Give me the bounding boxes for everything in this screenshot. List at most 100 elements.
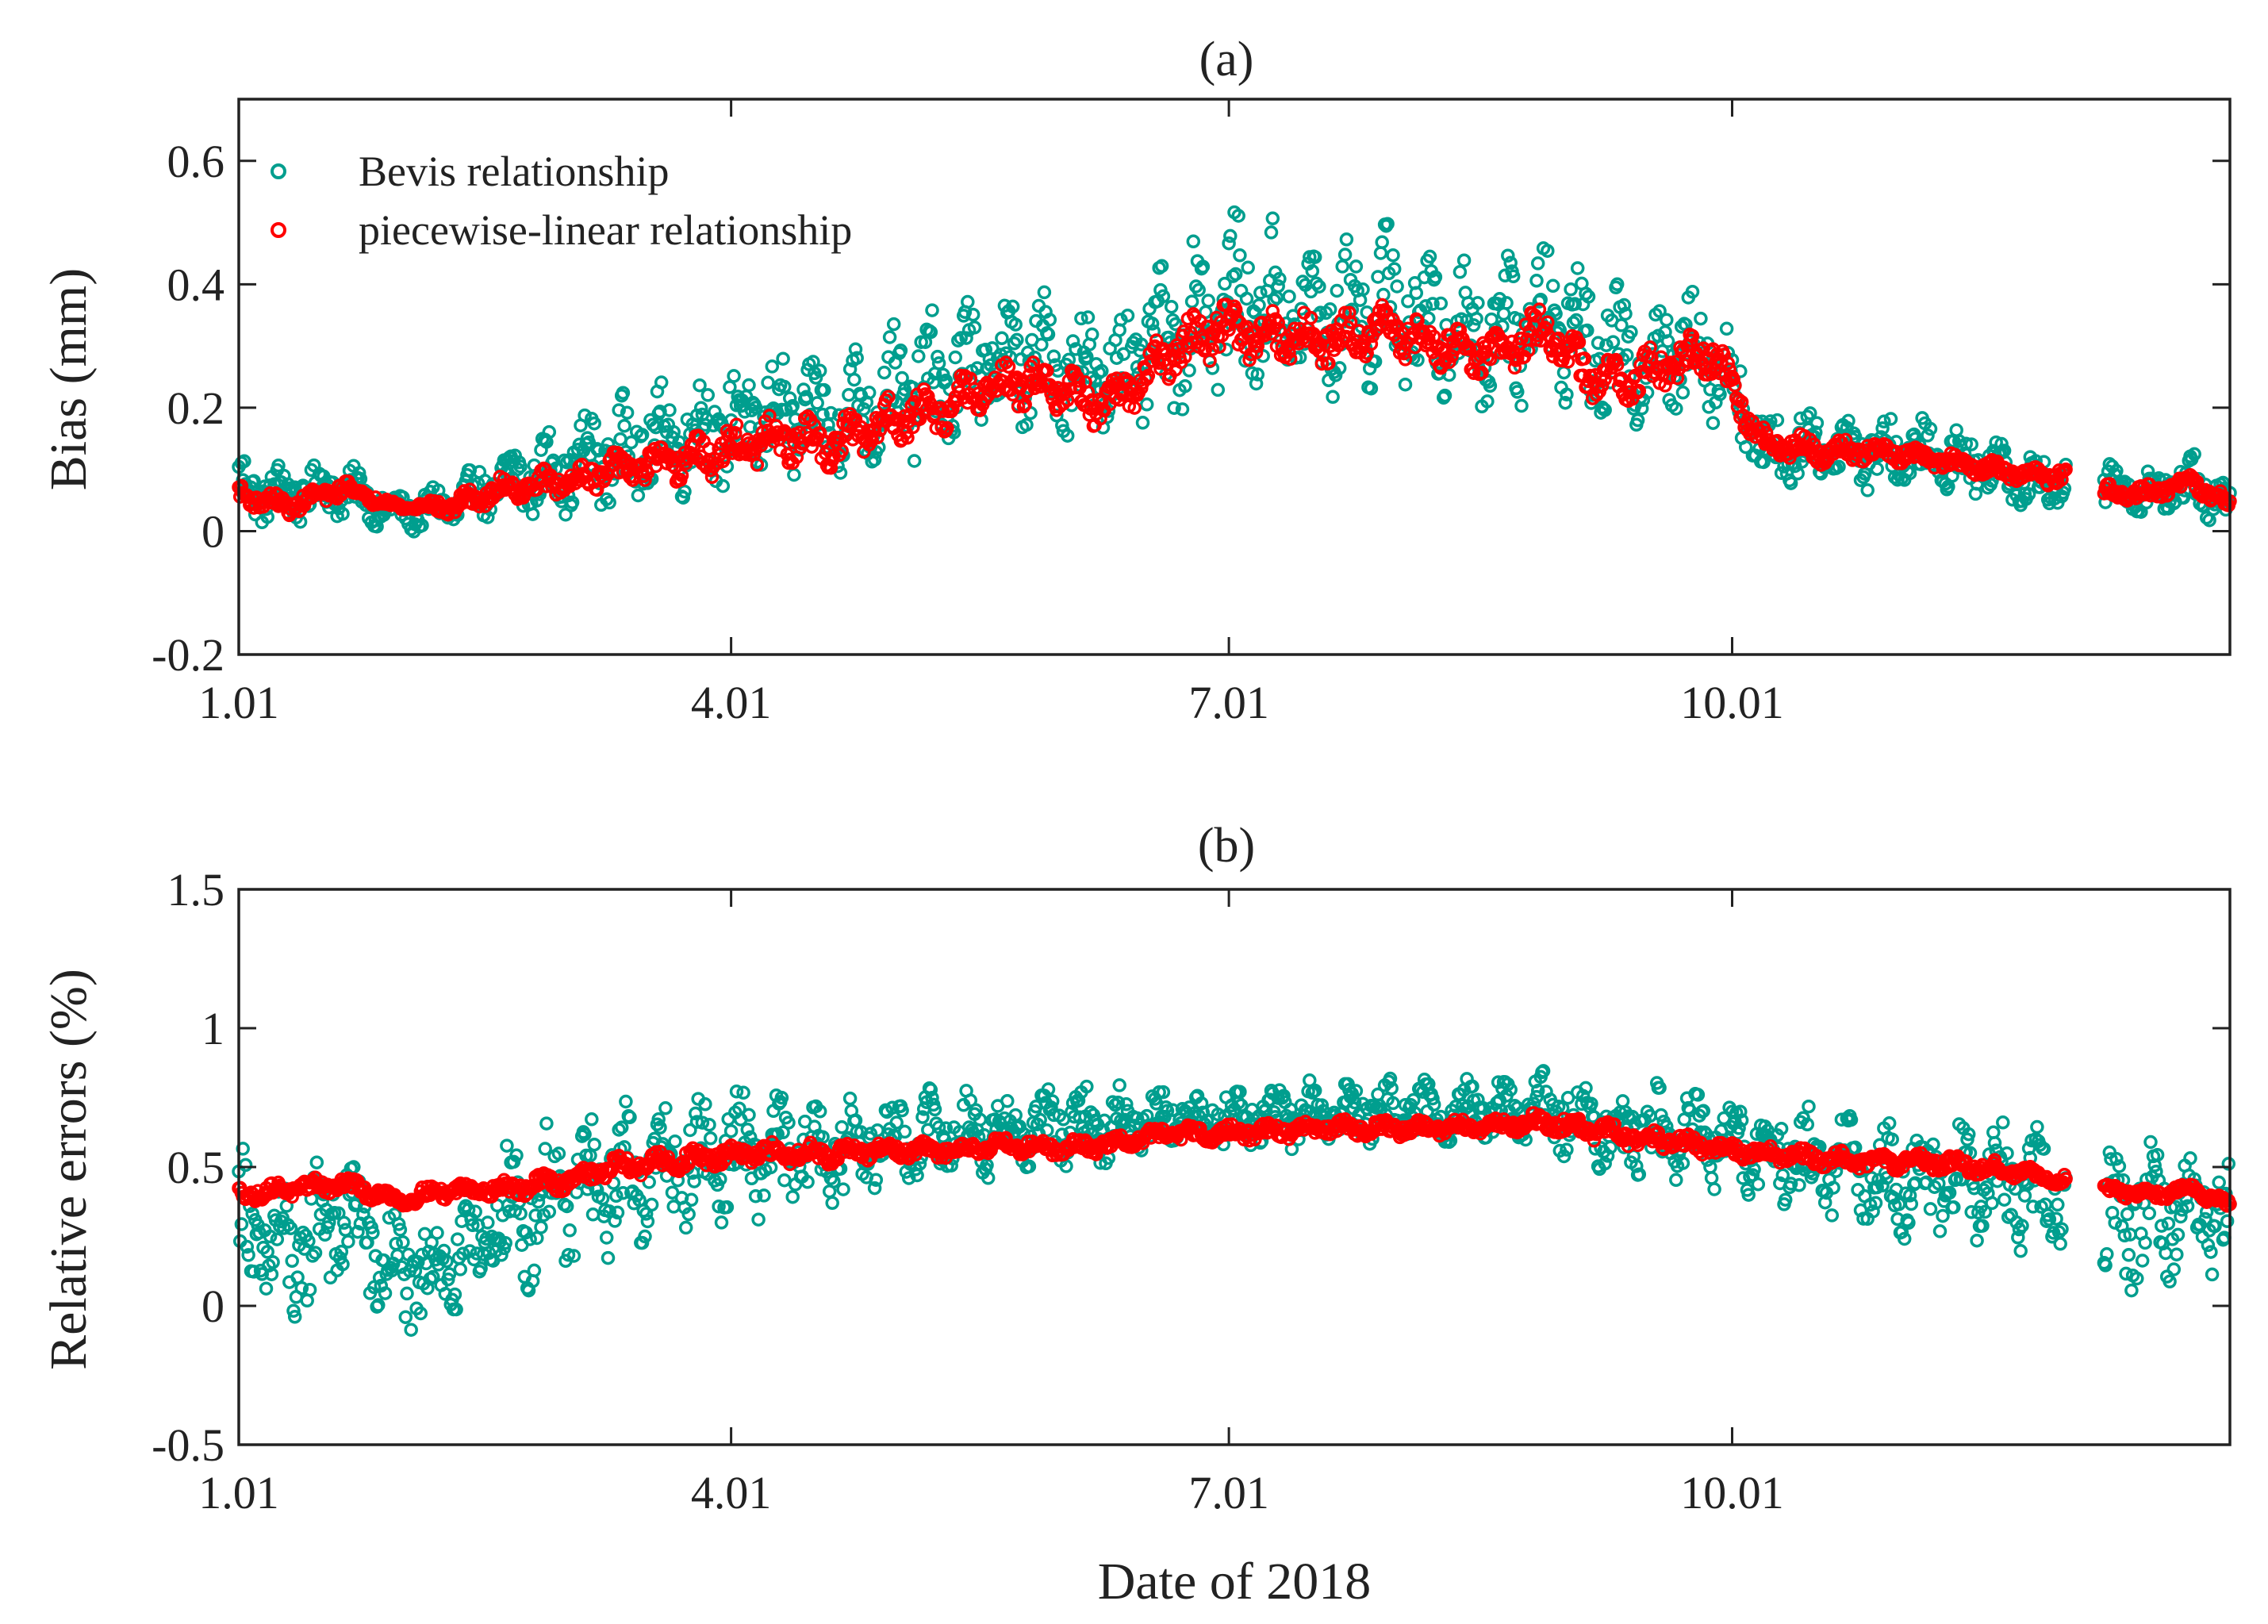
data-point [1670,370,1685,386]
data-point [1265,211,1280,226]
data-point [1610,358,1625,372]
data-point [1617,298,1632,313]
data-point [1433,296,1449,311]
data-point [1580,323,1595,338]
data-point [1469,311,1483,326]
data-point [1134,337,1149,351]
data-point [1080,310,1096,324]
data-point [1875,421,1890,436]
data-point [1506,269,1521,284]
panel-a: (a) -0.200.20.40.6 1.01 4.01 7.01 10.01 Bia… [40,33,2237,728]
data-point [1149,333,1164,347]
data-point [1514,398,1529,413]
panel-a-title: (a) [1199,33,1254,86]
data-point [785,399,800,413]
data-point [1466,366,1481,380]
data-point [1141,368,1156,383]
data-point [1005,299,1020,314]
data-point [1921,428,1935,443]
data-point [1019,417,1034,432]
data-point [1480,394,1495,409]
data-point [985,341,1000,355]
data-point [1959,436,1974,451]
data-point [1770,413,1785,428]
data-point [666,424,681,440]
data-point [995,331,1009,346]
data-point [1610,277,1625,292]
data-point [297,498,312,513]
data-point [351,466,366,480]
data-point [631,488,646,503]
data-point [1156,289,1171,304]
data-point [886,317,901,332]
data-point [940,420,954,436]
y-tick-label: 0.2 [167,382,225,434]
data-point [1877,414,1891,429]
data-point [1466,318,1481,332]
data-point [587,416,601,431]
data-point [1566,316,1581,330]
data-point [1074,311,1088,326]
data-point [702,441,716,456]
data-point [1330,283,1345,298]
data-point [1375,235,1389,250]
panel-a-points [232,205,2237,539]
data-point [1008,317,1023,332]
data-point [1116,347,1131,361]
data-point [765,359,780,374]
data-point [1402,315,1417,329]
data-point [1386,248,1400,263]
data-point [1738,440,1753,455]
data-point [1883,412,1898,426]
data-point [1218,276,1232,291]
data-point [912,412,927,426]
data-point [1630,413,1645,428]
data-point [1860,483,1875,497]
data-point [1249,376,1264,391]
data-point [1233,248,1247,263]
data-point [578,408,592,423]
data-point [672,435,686,449]
data-point [847,372,862,387]
data-point [965,307,980,322]
data-point [1938,476,1953,491]
data-point [1364,381,1379,396]
data-point [662,403,677,417]
data-point [1632,383,1647,398]
data-point [700,388,716,402]
data-point [1095,363,1109,378]
data-point [1282,345,1296,359]
data-point [1790,466,1805,481]
data-point [1456,253,1472,267]
data-point [823,460,839,475]
data-point [620,405,635,420]
data-point [1249,345,1264,360]
data-point [674,468,689,482]
data-point [1696,341,1711,355]
data-point [1418,299,1433,313]
data-point [1624,324,1638,340]
data-point [1071,374,1086,388]
data-point [1264,225,1279,240]
data-point [729,417,744,432]
data-point [1803,406,1817,420]
data-point [1040,363,1054,378]
data-point [581,435,597,450]
data-point [1614,318,1629,332]
data-point [1271,315,1285,330]
data-point [1271,278,1285,294]
data-point [1080,350,1094,364]
data-point [1001,359,1016,374]
data-point [921,389,935,404]
data-point [693,378,707,393]
data-point [415,518,429,533]
data-point [1558,395,1572,410]
data-point [2199,510,2214,525]
data-point [1571,335,1587,350]
data-point [1483,378,1498,394]
data-point [1182,363,1196,378]
data-point [1065,334,1080,348]
data-point [677,484,692,499]
data-point [1231,209,1245,223]
